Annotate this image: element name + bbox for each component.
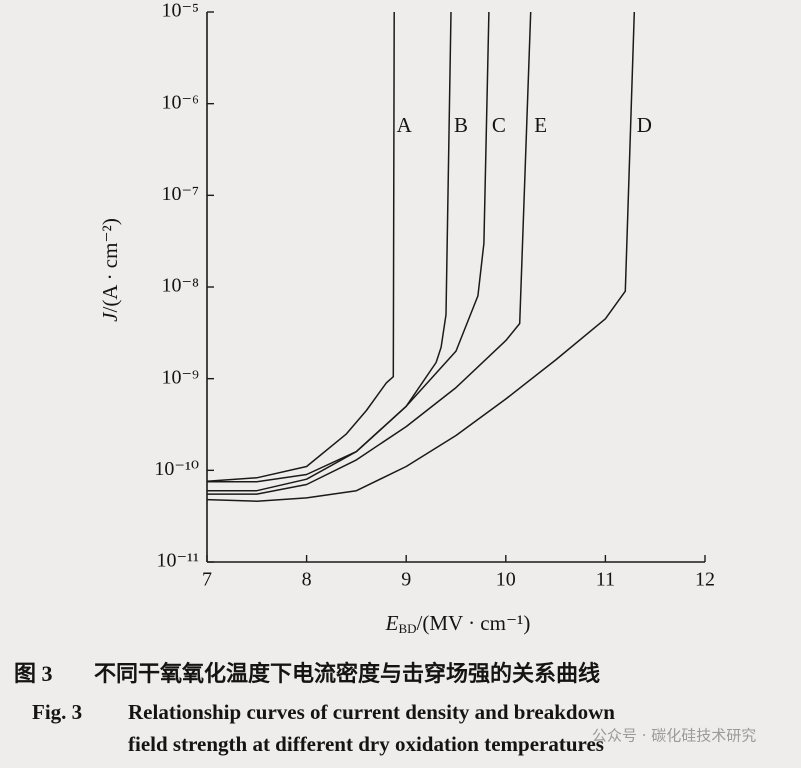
x-tick-label: 10 <box>496 569 516 591</box>
y-tick-label: 10⁻⁷ <box>161 183 199 205</box>
curve-label: C <box>492 113 506 137</box>
curve-label: D <box>637 113 652 137</box>
y-tick-label: 10⁻¹⁰ <box>154 458 199 480</box>
y-label-unit: /(A · cm⁻²) <box>98 218 122 312</box>
x-tick-label: 7 <box>202 569 212 591</box>
x-axis-label: EBD/(MV · cm⁻¹) <box>385 611 531 636</box>
curve-label: B <box>454 113 468 137</box>
caption-en-line2: field strength at different dry oxidatio… <box>128 732 604 756</box>
y-tick-label: 10⁻⁸ <box>161 275 199 297</box>
series-line <box>206 11 636 502</box>
curve-label: A <box>397 113 413 137</box>
x-label-symbol: E <box>385 611 399 635</box>
series-line <box>207 11 490 492</box>
y-label-symbol: J <box>98 311 122 322</box>
watermark: 公众号 · 碳化硅技术研究 <box>592 727 756 745</box>
y-axis-label: J/(A · cm⁻²) <box>98 218 122 322</box>
series-line <box>207 11 532 495</box>
x-tick-label: 11 <box>596 569 615 591</box>
caption-en-label: Fig. 3 <box>32 700 82 724</box>
y-tick-label: 10⁻¹¹ <box>156 550 199 572</box>
caption-cn-label: 图 3 <box>14 661 53 686</box>
caption-cn-text: 不同干氧氧化温度下电流密度与击穿场强的关系曲线 <box>94 661 600 686</box>
series-line <box>206 11 395 483</box>
y-tick-label: 10⁻⁶ <box>161 91 199 113</box>
y-tick-label: 10⁻⁵ <box>161 0 199 22</box>
x-label-unit: /(MV · cm⁻¹) <box>417 611 531 635</box>
x-label-subscript: BD <box>398 621 416 636</box>
x-tick-label: 12 <box>695 569 715 591</box>
x-tick-label: 8 <box>302 569 312 591</box>
caption-en-line1: Relationship curves of current density a… <box>128 700 615 724</box>
x-tick-label: 9 <box>401 569 411 591</box>
curve-label: E <box>534 113 547 137</box>
series-line <box>207 11 452 483</box>
y-tick-label: 10⁻⁹ <box>161 366 199 388</box>
